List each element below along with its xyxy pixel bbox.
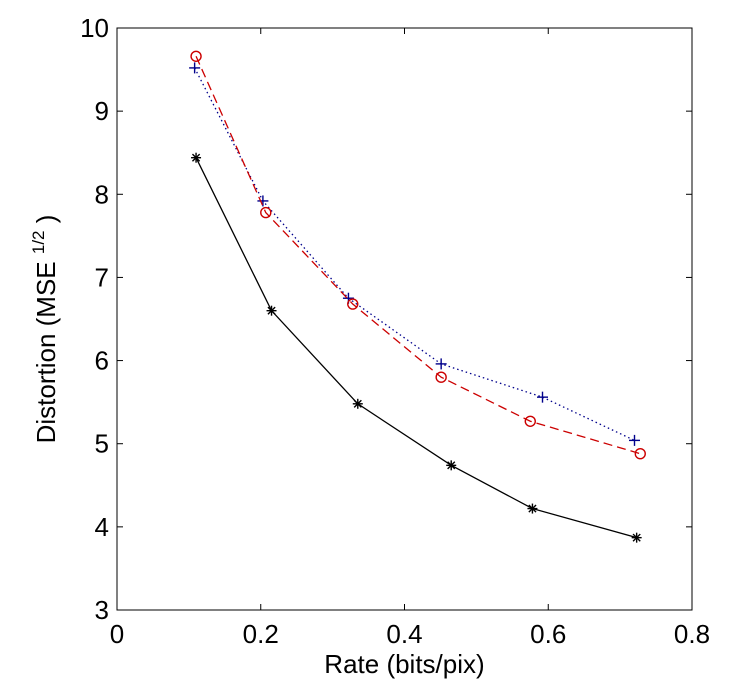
data-point [352, 398, 363, 409]
y-tick-label: 8 [95, 179, 109, 209]
series-1 [191, 152, 642, 543]
y-axis-label-suffix: ) [31, 215, 61, 224]
plot-frame [116, 27, 693, 611]
y-tick-label: 9 [95, 96, 109, 126]
data-point [629, 434, 640, 446]
x-tick-label: 0.6 [530, 619, 566, 649]
series-line [195, 157, 637, 539]
series-2 [189, 62, 640, 446]
data-point [524, 415, 536, 427]
y-tick-label: 5 [95, 429, 109, 459]
data-point [634, 447, 646, 460]
x-tick-label: 0 [110, 619, 124, 649]
y-tick-label: 7 [95, 262, 109, 292]
data-point [631, 532, 642, 543]
y-tick-label: 6 [95, 346, 109, 376]
y-axis-label: Distortion (MSE 1/2 ) [20, 215, 61, 444]
data-point [347, 298, 359, 310]
data-point [260, 206, 272, 219]
data-point [435, 358, 447, 370]
y-tick-label: 3 [95, 595, 109, 625]
data-point [537, 391, 548, 403]
x-tick-label: 0.4 [386, 619, 422, 649]
y-tick-label: 10 [80, 13, 109, 43]
y-tick-label: 4 [95, 512, 109, 542]
data-point [527, 503, 538, 514]
series-line [194, 67, 635, 441]
data-point [189, 62, 201, 74]
y-axis-label-superscript: 1/2 [29, 230, 48, 254]
data-point [190, 50, 202, 62]
data-point [446, 460, 457, 471]
data-point [191, 152, 202, 163]
data-point [266, 305, 277, 316]
x-tick-label: 0.8 [674, 619, 710, 649]
y-axis-label-prefix: Distortion (MSE [31, 261, 61, 443]
x-axis-label: Rate (bits/pix) [324, 649, 484, 679]
series-layer [189, 50, 646, 543]
series-line [195, 56, 641, 455]
x-tick-label: 0.2 [243, 619, 279, 649]
axis-ticks: 0 0.2 0.4 0.6 0.8 3 4 5 6 7 8 9 10 [80, 13, 710, 649]
series-3 [190, 50, 646, 460]
data-point [435, 371, 447, 383]
